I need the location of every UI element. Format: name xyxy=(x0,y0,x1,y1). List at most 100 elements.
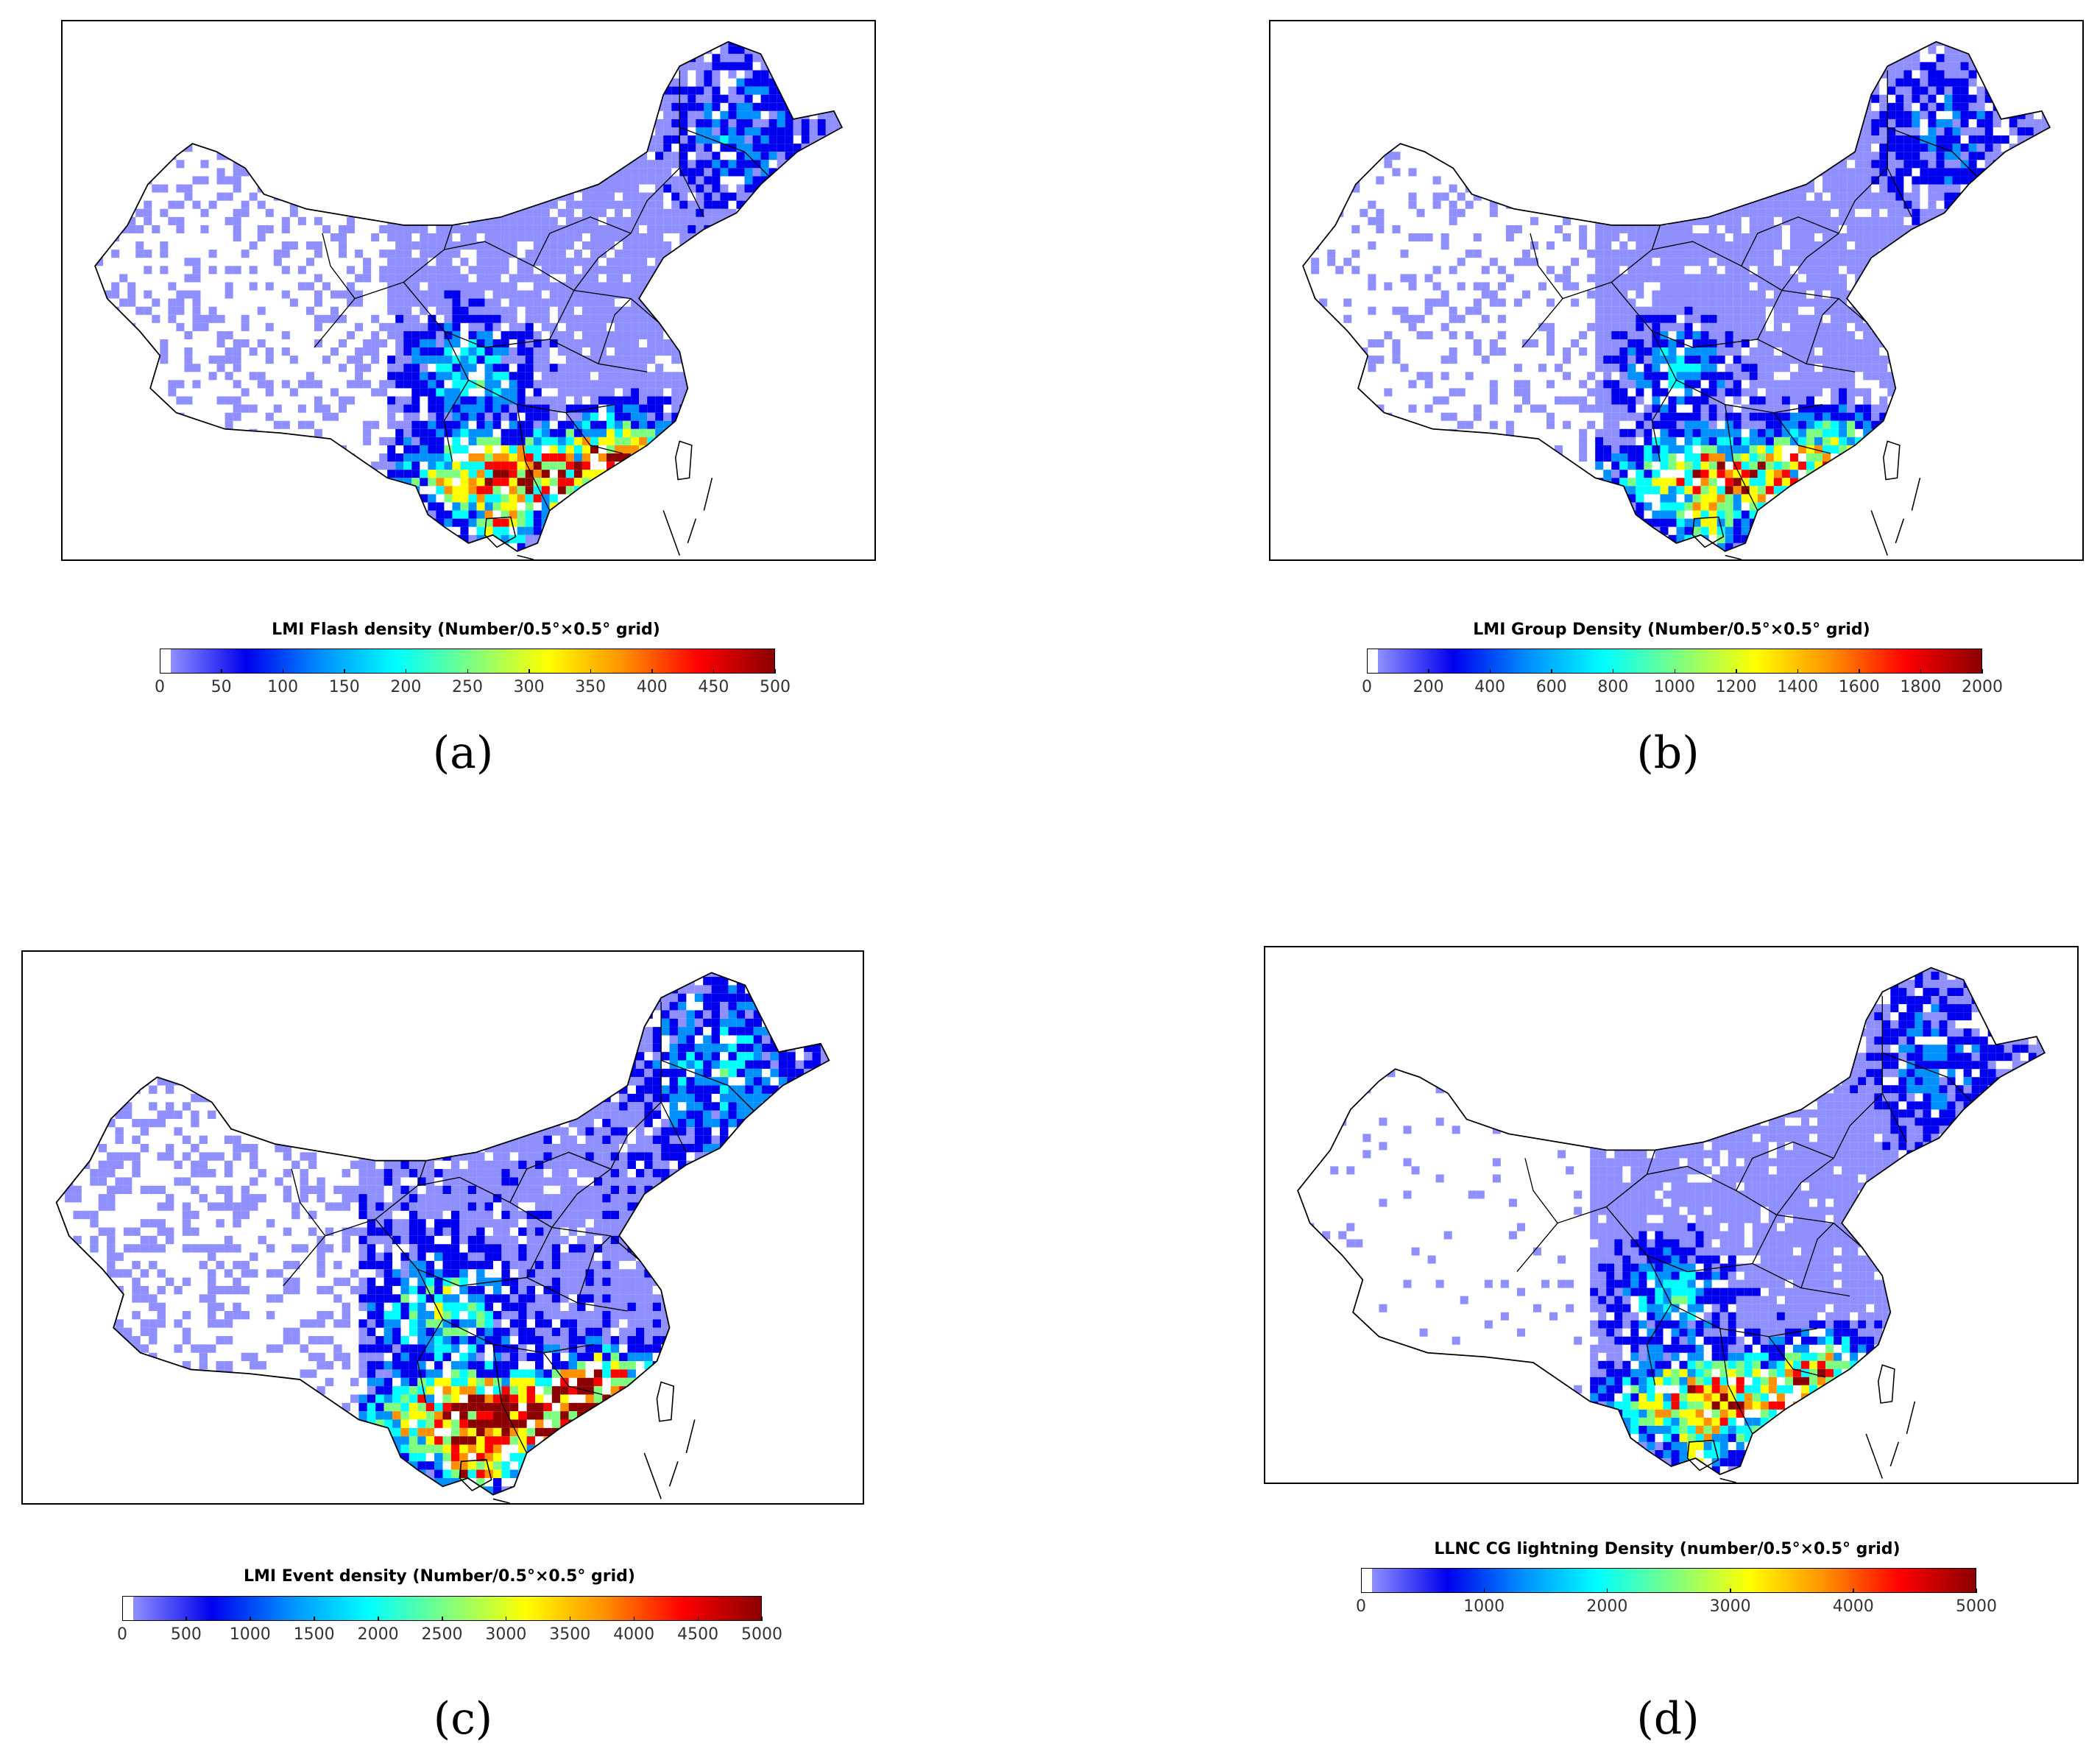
density-cell xyxy=(557,119,566,127)
density-cell xyxy=(444,396,453,405)
density-cell xyxy=(103,428,112,437)
density-cell xyxy=(411,208,420,217)
density-cell xyxy=(444,420,453,429)
density-cell xyxy=(1400,94,1409,103)
density-cell xyxy=(768,372,777,381)
density-cell xyxy=(297,184,306,193)
density-cell xyxy=(720,258,729,266)
density-cell xyxy=(728,526,737,535)
density-cell xyxy=(858,127,866,135)
density-cell xyxy=(192,470,201,478)
density-cell xyxy=(557,478,566,487)
density-cell xyxy=(809,70,818,79)
density-cell xyxy=(387,21,395,29)
density-cell xyxy=(647,412,656,421)
density-cell xyxy=(696,135,704,144)
density-cell xyxy=(111,372,120,381)
density-cell xyxy=(492,78,501,87)
density-cell xyxy=(768,502,777,511)
density-cell xyxy=(460,314,469,323)
density-cell xyxy=(850,380,858,388)
density-cell xyxy=(598,250,607,258)
density-cell xyxy=(728,250,737,258)
density-cell xyxy=(801,168,810,177)
density-cell xyxy=(712,470,721,478)
density-cell xyxy=(866,111,874,119)
density-cell xyxy=(1741,54,1750,63)
density-cell xyxy=(647,331,656,339)
density-cell xyxy=(777,160,785,169)
density-cell xyxy=(687,208,696,217)
density-cell xyxy=(428,21,436,29)
density-cell xyxy=(428,29,436,38)
density-cell xyxy=(866,241,874,250)
density-cell xyxy=(460,41,469,46)
density-cell xyxy=(565,241,574,250)
density-cell xyxy=(1920,21,1928,29)
density-cell xyxy=(671,347,680,356)
density-cell xyxy=(184,478,193,487)
density-cell xyxy=(671,290,680,299)
density-cell xyxy=(517,356,526,364)
density-cell xyxy=(663,372,672,381)
density-cell xyxy=(289,445,298,454)
density-cell xyxy=(752,396,761,405)
density-cell xyxy=(468,110,477,119)
density-cell xyxy=(825,168,834,177)
density-cell xyxy=(184,135,193,144)
density-cell xyxy=(525,470,534,478)
density-cell xyxy=(403,339,412,348)
density-cell xyxy=(484,420,493,429)
density-cell xyxy=(866,429,874,437)
density-cell xyxy=(744,168,753,177)
density-cell xyxy=(581,420,590,429)
density-cell xyxy=(736,21,744,29)
density-cell xyxy=(1376,94,1385,103)
density-cell xyxy=(696,388,704,397)
density-cell xyxy=(785,86,793,95)
density-cell xyxy=(825,331,834,339)
density-cell xyxy=(679,306,688,315)
density-cell xyxy=(468,86,477,95)
density-cell xyxy=(371,78,380,87)
density-cell xyxy=(623,46,632,54)
density-cell xyxy=(744,176,753,185)
density-cell xyxy=(793,290,802,299)
density-cell xyxy=(858,46,866,54)
density-cell xyxy=(801,478,810,487)
density-cell xyxy=(679,29,687,38)
density-cell xyxy=(476,86,485,95)
density-cell xyxy=(176,135,185,144)
density-cell xyxy=(476,176,485,185)
density-cell xyxy=(1684,70,1693,79)
density-cell xyxy=(444,486,453,495)
density-cell xyxy=(1725,41,1733,46)
density-cell xyxy=(581,314,590,323)
density-cell xyxy=(436,356,445,364)
density-cell xyxy=(639,494,648,503)
density-cell xyxy=(1960,41,1969,46)
density-cell xyxy=(615,502,623,511)
density-cell xyxy=(79,103,87,111)
density-cell xyxy=(802,29,810,38)
density-cell xyxy=(687,510,696,519)
density-cell xyxy=(200,322,209,331)
density-cell xyxy=(607,339,615,348)
density-cell xyxy=(168,380,177,389)
density-cell xyxy=(517,144,526,152)
density-cell xyxy=(573,94,582,103)
density-cell xyxy=(436,54,445,63)
density-cell xyxy=(79,396,87,404)
density-cell xyxy=(639,470,648,478)
density-cell xyxy=(736,298,745,307)
density-cell xyxy=(679,258,688,266)
density-cell xyxy=(127,225,136,233)
density-cell xyxy=(549,176,558,185)
density-cell xyxy=(1424,78,1433,87)
density-cell xyxy=(200,78,209,87)
density-cell xyxy=(1806,21,1814,29)
density-cell xyxy=(484,200,493,209)
density-cell xyxy=(484,119,493,127)
density-cell xyxy=(363,135,372,144)
density-cell xyxy=(1432,78,1441,87)
